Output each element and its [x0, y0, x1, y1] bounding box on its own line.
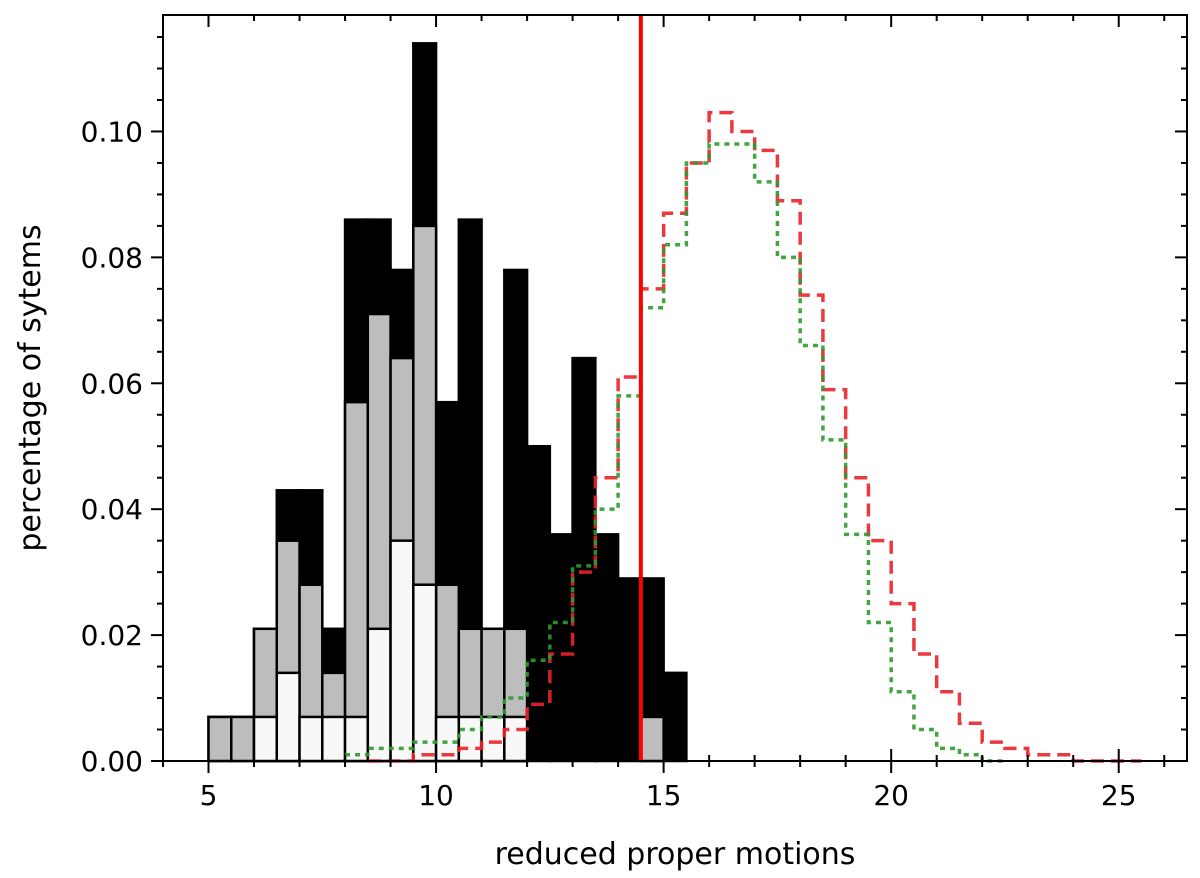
histogram-bar-0-20 [662, 671, 688, 763]
histogram-bar-2-2 [298, 715, 324, 763]
histogram-bar-2-7 [412, 583, 438, 763]
y-tick-label: 0.02 [81, 619, 143, 652]
histogram-bar-0-16 [571, 356, 597, 763]
step-series-0 [367, 110, 1142, 763]
plot-frame [162, 14, 1188, 762]
histogram-bar-2-0 [252, 715, 279, 763]
histogram-bar-1-14 [639, 715, 665, 763]
step-series-1 [345, 142, 1005, 763]
histogram-bar-0-15 [548, 533, 574, 763]
histogram-bar-2-3 [321, 715, 347, 763]
axis-ticks: 5 10 15 20 25 0.00 0.02 0.04 0.06 0.08 0.10 [81, 15, 1187, 812]
y-tick-label: 0.10 [81, 115, 143, 148]
x-tick-label: 5 [200, 779, 218, 812]
y-axis-label: percentage of sytems [13, 224, 48, 551]
histogram-bar-1-1 [230, 715, 256, 763]
histogram-bar-2-9 [457, 715, 483, 763]
y-tick-label: 0.00 [81, 745, 143, 778]
histogram-bar-2-10 [480, 715, 506, 763]
x-tick-label: 25 [1101, 779, 1137, 812]
x-tick-label: 10 [418, 779, 454, 812]
histogram-bar-1-6 [343, 400, 370, 763]
x-tick-label: 20 [873, 779, 909, 812]
histogram-bar-2-1 [275, 671, 301, 763]
x-tick-label: 15 [646, 779, 682, 812]
y-tick-label: 0.04 [81, 493, 143, 526]
histogram-bar-0-18 [616, 577, 643, 763]
y-tick-label: 0.08 [81, 241, 143, 274]
histogram-bar-0-14 [525, 444, 552, 763]
y-tick-label: 0.06 [81, 367, 143, 400]
histogram-bar-1-0 [207, 715, 233, 763]
histogram-bar-2-5 [366, 627, 392, 763]
histogram-bar-2-6 [389, 539, 415, 763]
plot-area [207, 15, 1142, 763]
x-axis-label: reduced proper motions [495, 837, 856, 872]
histogram-bar-0-17 [594, 533, 620, 763]
histogram-bar-2-11 [503, 715, 529, 763]
